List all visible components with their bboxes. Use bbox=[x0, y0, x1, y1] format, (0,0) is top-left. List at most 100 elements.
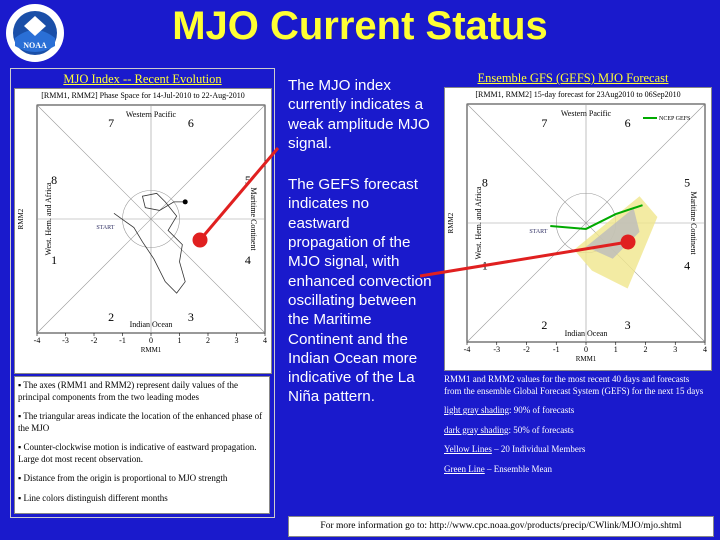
phase-number: 8 bbox=[482, 175, 488, 189]
x-tick-label: -2 bbox=[91, 336, 98, 345]
left-heading: MJO Index -- Recent Evolution bbox=[63, 72, 222, 86]
note-text: : 90% of forecasts bbox=[509, 405, 575, 415]
x-tick-label: -4 bbox=[34, 336, 41, 345]
logo: NOAA bbox=[6, 4, 64, 62]
title: MJO Current Status bbox=[172, 4, 548, 48]
note-term: light gray shading bbox=[444, 405, 509, 415]
x-tick-label: -4 bbox=[464, 345, 471, 354]
region-label: Western Pacific bbox=[561, 109, 612, 118]
start-label: START bbox=[96, 225, 114, 231]
note: ▪ Line colors distinguish different mont… bbox=[18, 493, 266, 505]
x-axis-label: RMM1 bbox=[576, 355, 597, 363]
note-text: Distance from the origin is proportional… bbox=[23, 473, 228, 483]
note-text: – Ensemble Mean bbox=[484, 463, 552, 474]
note: ▪ The axes (RMM1 and RMM2) represent dai… bbox=[18, 380, 266, 403]
phase-number: 1 bbox=[51, 253, 57, 267]
logo-wave bbox=[15, 30, 55, 52]
x-tick-label: 1 bbox=[614, 345, 618, 354]
note-text: – 20 Individual Members bbox=[491, 444, 586, 454]
region-label: West. Hem. and Africa bbox=[474, 186, 483, 259]
x-tick-label: 4 bbox=[703, 345, 707, 354]
legend-label: NCEP GEFS bbox=[659, 116, 690, 122]
region-label: Western Pacific bbox=[126, 110, 177, 119]
footer: For more information go to: http://www.c… bbox=[288, 516, 714, 537]
phase-number: 6 bbox=[625, 116, 631, 130]
note: ▪ The triangular areas indicate the loca… bbox=[18, 411, 266, 434]
bullet: ▪ bbox=[18, 492, 24, 503]
paragraph: The MJO index currently indicates a weak… bbox=[288, 77, 430, 152]
note: dark gray shading: 50% of forecasts bbox=[444, 425, 708, 437]
left-notes: ▪ The axes (RMM1 and RMM2) represent dai… bbox=[14, 376, 270, 514]
plot-title: [RMM1, RMM2] Phase Space for 14-Jul-2010… bbox=[41, 91, 245, 100]
forecast-diagram: [RMM1, RMM2] 15-day forecast for 23Aug20… bbox=[444, 87, 712, 371]
phase-number: 8 bbox=[51, 173, 57, 187]
x-tick-label: 0 bbox=[149, 336, 153, 345]
logo-text: NOAA bbox=[23, 41, 47, 50]
left-panel: MJO Index -- Recent Evolution [RMM1, RMM… bbox=[10, 68, 275, 518]
region-label: Indian Ocean bbox=[130, 320, 173, 329]
start-label: START bbox=[529, 229, 547, 235]
x-axis-label: RMM1 bbox=[141, 346, 162, 354]
note: Yellow Lines – 20 Individual Members bbox=[444, 444, 708, 456]
y-axis-label: RMM2 bbox=[17, 208, 25, 229]
note-term: dark gray shading bbox=[444, 424, 509, 435]
note-text: : 50% of forecasts bbox=[508, 424, 574, 435]
phase-number: 2 bbox=[108, 310, 114, 324]
bullet: ▪ bbox=[18, 442, 24, 452]
note: ▪ Distance from the origin is proportion… bbox=[18, 473, 266, 485]
note: Green Line – Ensemble Mean bbox=[444, 464, 708, 476]
logo-bird bbox=[24, 16, 46, 36]
phase-number: 4 bbox=[245, 253, 251, 267]
phase-number: 2 bbox=[541, 318, 547, 332]
x-tick-label: 4 bbox=[263, 336, 267, 345]
y-axis-label: RMM2 bbox=[447, 212, 455, 233]
region-label: Maritime Continent bbox=[689, 191, 698, 255]
trajectory bbox=[113, 192, 186, 294]
region-label: Maritime Continent bbox=[249, 187, 258, 251]
ensemble-mean bbox=[550, 204, 643, 230]
phase-number: 3 bbox=[625, 318, 631, 332]
right-panel: Ensemble GFS (GEFS) MJO Forecast [RMM1, … bbox=[432, 68, 714, 500]
bullet: ▪ bbox=[18, 473, 24, 483]
phase-number: 5 bbox=[684, 175, 690, 189]
bullet: ▪ bbox=[18, 411, 24, 421]
note-text: Counter-clockwise motion is indicative o… bbox=[18, 442, 257, 464]
phase-number: 5 bbox=[245, 173, 251, 187]
latest-dot bbox=[182, 199, 188, 205]
x-tick-label: -1 bbox=[119, 336, 126, 345]
phase-diagram: [RMM1, RMM2] Phase Space for 14-Jul-2010… bbox=[14, 88, 272, 374]
right-notes: RMM1 and RMM2 values for the most recent… bbox=[444, 374, 708, 496]
note-text: The triangular areas indicate the locati… bbox=[18, 411, 263, 433]
note-term: Green Line bbox=[444, 463, 485, 474]
note: light gray shading: 90% of forecasts bbox=[444, 405, 708, 417]
phase-number: 7 bbox=[108, 116, 114, 130]
right-heading: Ensemble GFS (GEFS) MJO Forecast bbox=[477, 71, 669, 85]
x-tick-label: 3 bbox=[235, 336, 239, 345]
right-intro: RMM1 and RMM2 values for the most recent… bbox=[444, 374, 704, 396]
note-term: Yellow Lines bbox=[444, 444, 492, 454]
x-tick-label: -1 bbox=[553, 345, 560, 354]
phase-number: 7 bbox=[541, 116, 547, 130]
x-tick-label: -2 bbox=[523, 345, 530, 354]
note-text: The axes (RMM1 and RMM2) represent daily… bbox=[18, 380, 238, 402]
bullet: ▪ bbox=[18, 380, 24, 390]
x-tick-label: 2 bbox=[644, 345, 648, 354]
phase-number: 6 bbox=[188, 116, 194, 130]
note-text: Line colors distinguish different months bbox=[23, 492, 168, 503]
phase-number: 1 bbox=[482, 259, 488, 273]
x-tick-label: 3 bbox=[673, 345, 677, 354]
phase-number: 4 bbox=[684, 259, 690, 273]
region-label: Indian Ocean bbox=[565, 329, 608, 338]
plot-title: [RMM1, RMM2] 15-day forecast for 23Aug20… bbox=[475, 90, 680, 99]
note: ▪ Counter-clockwise motion is indicative… bbox=[18, 442, 266, 465]
paragraph: The GEFS forecast indicates no eastward … bbox=[288, 176, 432, 406]
region-label: West. Hem. and Africa bbox=[44, 182, 53, 255]
legend-notes: light gray shading: 90% of forecasts dark… bbox=[444, 405, 708, 475]
x-tick-label: 0 bbox=[584, 345, 588, 354]
x-tick-label: 2 bbox=[206, 336, 210, 345]
commentary: The MJO index currently indicates a weak… bbox=[288, 76, 433, 429]
x-tick-label: -3 bbox=[62, 336, 69, 345]
x-tick-label: -3 bbox=[493, 345, 500, 354]
phase-number: 3 bbox=[188, 310, 194, 324]
